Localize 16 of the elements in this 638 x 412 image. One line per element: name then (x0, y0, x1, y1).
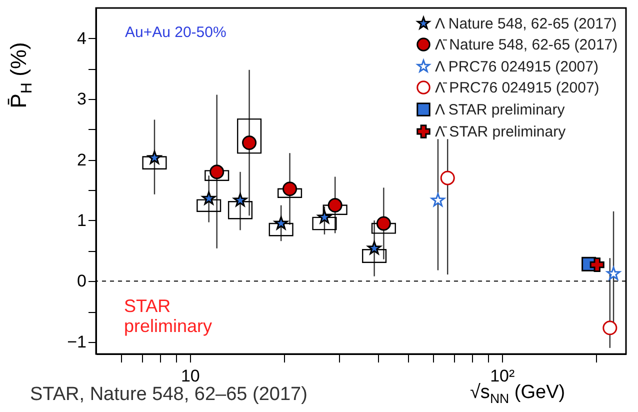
y-tick-label: 3 (77, 90, 86, 109)
x-tick-label: 10 (180, 366, 200, 386)
y-tick-label: −1 (67, 332, 86, 352)
annotation: STAR preliminary (124, 296, 214, 336)
y-tick-label: 4 (77, 28, 86, 48)
legend-label: Λ Nature 548, 62-65 (2017) (435, 16, 617, 32)
legend-label: Λ̄ STAR preliminary (435, 124, 566, 140)
legend-label: Λ̄ Nature 548, 62-65 (2017) (435, 36, 618, 54)
text: STAR, Nature 548, 62–65 (2017) (30, 384, 308, 406)
legend-label: Λ̄ PRC76 024915 (2007) (435, 80, 600, 96)
y-tick-label: 1 (77, 210, 86, 230)
legend-label: Λ PRC76 024915 (2007) (435, 58, 598, 76)
annotation: Au+Au 20-50% (125, 24, 226, 41)
legend-label: Λ STAR preliminary (435, 102, 566, 118)
y-tick-label: 0 (77, 272, 86, 291)
y-tick-label: 2 (77, 150, 86, 170)
